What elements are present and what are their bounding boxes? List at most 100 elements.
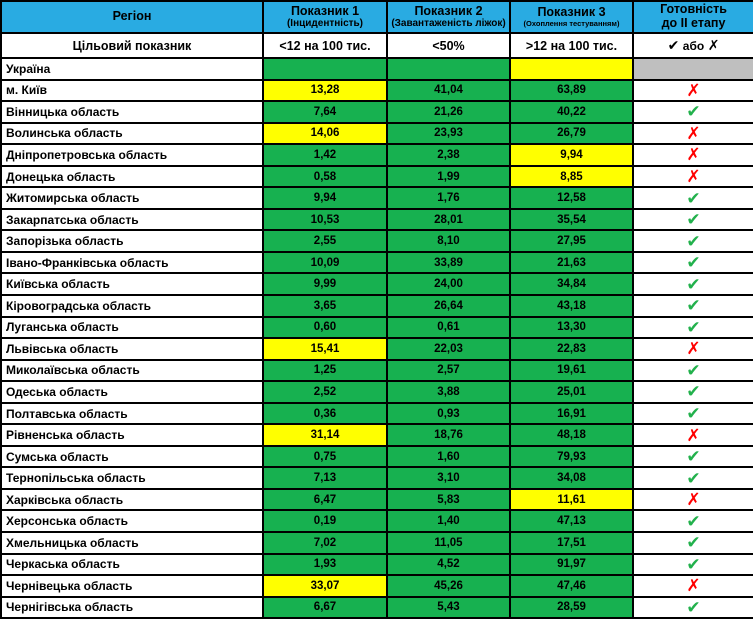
indicator-1-value-cell: 7,02 (262, 531, 388, 555)
indicator-1-value-cell: 9,99 (262, 272, 388, 296)
check-icon: ✔ (632, 531, 753, 555)
indicator-1-value-cell: 3,65 (262, 294, 388, 318)
check-icon: ✔ (632, 552, 753, 577)
indicator-3-value-cell: 22,83 (509, 337, 634, 361)
region-name: Сумська область (0, 444, 264, 469)
region-name: Херсонська область (0, 509, 264, 534)
check-icon: ✔ (632, 466, 753, 490)
indicator-1-value-cell: 0,75 (262, 444, 388, 469)
region-name: Харківська область (0, 487, 264, 512)
table-row: м. Київ 13,28 41,04 63,89 ✗ (0, 78, 753, 103)
check-icon: ✔ (632, 100, 753, 124)
column-header-indicator-2: Показник 2 (Завантаженість ліжок) (386, 0, 511, 34)
cross-icon: ✗ (632, 78, 753, 103)
check-icon: ✔ (632, 229, 753, 253)
column-subtitle: (Завантаженість ліжок) (391, 18, 506, 30)
indicator-1-value-cell: 6,67 (262, 595, 388, 619)
region-name: Житомирська область (0, 186, 264, 210)
header-row: Регіон Показник 1 (Інцидентність) Показн… (0, 0, 753, 34)
region-name: Запорізька область (0, 229, 264, 253)
indicator-2-value-cell: 28,01 (386, 207, 511, 232)
indicator-2-value-cell: 33,89 (386, 250, 511, 275)
check-icon: ✔ (632, 509, 753, 534)
table-row: Житомирська область 9,94 1,76 12,58 ✔ (0, 186, 753, 210)
cross-icon: ✗ (632, 164, 753, 189)
indicator-1-value-cell: 1,42 (262, 143, 388, 167)
indicator-3-value-cell: 48,18 (509, 423, 634, 447)
indicator-2-value-cell: 1,40 (386, 509, 511, 534)
table-row: Волинська область 14,06 23,93 26,79 ✗ (0, 121, 753, 146)
region-name: Дніпропетровська область (0, 143, 264, 167)
indicator-2-value-cell: 21,26 (386, 100, 511, 124)
table-row: Хмельницька область 7,02 11,05 17,51 ✔ (0, 531, 753, 555)
column-header-readiness: Готовність до II етапу (632, 0, 753, 34)
legend-separator: або (682, 39, 705, 53)
indicator-2-value-cell: 1,99 (386, 164, 511, 189)
indicator-2-value-cell: 41,04 (386, 78, 511, 103)
indicator-2-value-cell: 1,76 (386, 186, 511, 210)
target-value-indicator-1: <12 на 100 тис. (262, 32, 388, 59)
target-value-indicator-2: <50% (386, 32, 511, 59)
region-name: Донецька область (0, 164, 264, 189)
indicator-2-value-cell: 2,57 (386, 358, 511, 383)
indicator-3-value-cell: 43,18 (509, 294, 634, 318)
indicator-2-value-cell: 22,03 (386, 337, 511, 361)
cross-icon: ✗ (632, 121, 753, 146)
region-name: Хмельницька область (0, 531, 264, 555)
table-row: Дніпропетровська область 1,42 2,38 9,94 ✗ (0, 143, 753, 167)
column-header-indicator-3: Показник 3 (Охоплення тестуванням) (509, 0, 634, 34)
target-value-indicator-3: >12 на 100 тис. (509, 32, 634, 59)
table-row: Чернігівська область 6,67 5,43 28,59 ✔ (0, 595, 753, 619)
column-title: Регіон (112, 9, 152, 24)
indicator-3-value-cell: 91,97 (509, 552, 634, 577)
column-title: Показник 3 (537, 5, 606, 19)
indicator-3-value-cell: 27,95 (509, 229, 634, 253)
indicator-1-value-cell: 0,60 (262, 315, 388, 340)
indicator-1-value-cell: 7,13 (262, 466, 388, 490)
region-name: Чернігівська область (0, 595, 264, 619)
check-icon: ✔ (632, 294, 753, 318)
check-icon: ✔ (632, 401, 753, 426)
region-name: Тернопільська область (0, 466, 264, 490)
indicator-1-value-cell (262, 57, 388, 81)
cross-icon: ✗ (707, 37, 720, 53)
indicator-3-value-cell: 40,22 (509, 100, 634, 124)
table-row: Чернівецька область 33,07 45,26 47,46 ✗ (0, 574, 753, 598)
region-name: Львівська область (0, 337, 264, 361)
indicator-1-value-cell: 14,06 (262, 121, 388, 146)
indicator-3-value-cell: 17,51 (509, 531, 634, 555)
table-row: Херсонська область 0,19 1,40 47,13 ✔ (0, 509, 753, 534)
indicator-1-value-cell: 31,14 (262, 423, 388, 447)
cross-icon: ✗ (632, 143, 753, 167)
table-row: Черкаська область 1,93 4,52 91,97 ✔ (0, 552, 753, 577)
indicator-1-value-cell: 7,64 (262, 100, 388, 124)
indicator-3-value-cell: 35,54 (509, 207, 634, 232)
readiness-legend: ✔ або ✗ (632, 32, 753, 59)
indicator-1-value-cell: 0,36 (262, 401, 388, 426)
column-header-indicator-1: Показник 1 (Інцидентність) (262, 0, 388, 34)
check-icon: ✔ (632, 444, 753, 469)
indicator-3-value-cell: 47,46 (509, 574, 634, 598)
region-name: Україна (0, 57, 264, 81)
column-subtitle: (Охоплення тестуванням) (523, 18, 620, 28)
table-row: Тернопільська область 7,13 3,10 34,08 ✔ (0, 466, 753, 490)
table-row: Вінницька область 7,64 21,26 40,22 ✔ (0, 100, 753, 124)
check-icon: ✔ (632, 595, 753, 619)
region-name: Рівненська область (0, 423, 264, 447)
indicator-3-value-cell: 25,01 (509, 380, 634, 404)
indicator-2-value-cell: 18,76 (386, 423, 511, 447)
table-row: Львівська область 15,41 22,03 22,83 ✗ (0, 337, 753, 361)
indicator-2-value-cell (386, 57, 511, 81)
indicator-1-value-cell: 2,52 (262, 380, 388, 404)
indicator-3-value-cell: 34,08 (509, 466, 634, 490)
column-subtitle: (Інцидентність) (286, 18, 364, 30)
indicator-3-value-cell: 11,61 (509, 487, 634, 512)
indicator-3-value-cell: 13,30 (509, 315, 634, 340)
region-name: Вінницька область (0, 100, 264, 124)
table-row: Кіровоградська область 3,65 26,64 43,18 ✔ (0, 294, 753, 318)
indicator-1-value-cell: 10,53 (262, 207, 388, 232)
check-icon: ✔ (632, 315, 753, 340)
region-name: Луганська область (0, 315, 264, 340)
